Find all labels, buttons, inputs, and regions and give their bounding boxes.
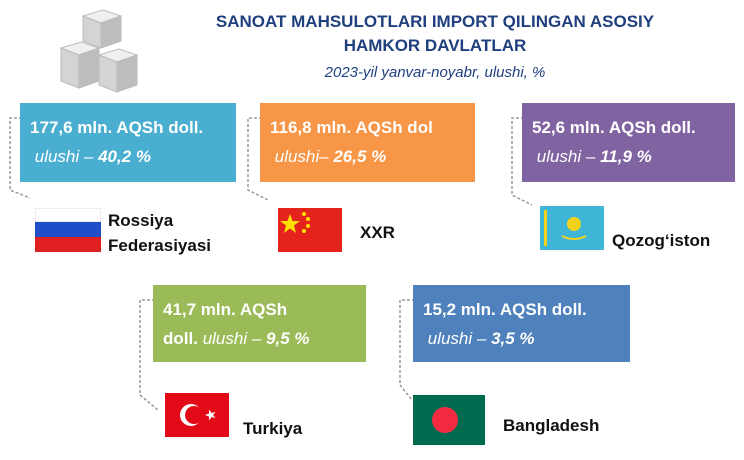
- country-line: XXR: [360, 223, 395, 242]
- connector: [511, 117, 533, 206]
- connector: [9, 117, 31, 199]
- country-name: Rossiya Federasiyasi: [108, 208, 211, 258]
- title: HAMKOR DAVLATLAR: [343, 36, 527, 55]
- flag-turkey: [165, 393, 229, 437]
- share-label: ulushi –: [202, 329, 262, 348]
- country-name: Qozog‘iston: [612, 228, 710, 253]
- value-box: 177,6 mln. AQSh doll. ulushi – 40,2 %: [20, 103, 236, 182]
- country-name: XXR: [360, 220, 395, 245]
- value-box: 52,6 mln. AQSh doll. ulushi – 11,9 %: [522, 103, 735, 182]
- amount: 116,8 mln. AQSh dol: [270, 118, 433, 137]
- value-box: 116,8 mln. AQSh dol ulushi– 26,5 %: [260, 103, 475, 182]
- share: 9,5 %: [266, 329, 310, 348]
- country-line: Rossiya: [108, 211, 174, 230]
- amount: 15,2 mln. AQSh doll.: [423, 300, 587, 319]
- share-label: ulushi –: [34, 147, 94, 166]
- amount: 41,7 mln. AQSh: [163, 300, 288, 319]
- connector: [399, 299, 415, 401]
- value-box: 15,2 mln. AQSh doll. ulushi – 3,5 %: [413, 285, 630, 362]
- connector: [247, 117, 269, 201]
- amount: doll.: [163, 329, 198, 348]
- country-name: Turkiya: [243, 416, 302, 441]
- subtitle: 2023-yil yanvar-noyabr, ulushi, %: [324, 64, 546, 81]
- country-line: Turkiya: [243, 419, 303, 438]
- value-box: 41,7 mln. AQSh doll. ulushi – 9,5 %: [153, 285, 366, 362]
- connector: [139, 299, 159, 411]
- share-label: ulushi –: [536, 147, 596, 166]
- flag-bangladesh: [413, 395, 485, 445]
- country-line: Qozog‘iston: [612, 231, 711, 250]
- share: 11,9 %: [600, 147, 652, 166]
- country-name: Bangladesh: [503, 413, 599, 438]
- cubes-icon: [59, 9, 139, 93]
- share: 3,5 %: [491, 329, 535, 348]
- share: 40,2 %: [98, 147, 152, 166]
- country-line: Federasiyasi: [108, 236, 212, 255]
- title: SANOAT MAHSULOTLARI IMPORT QILINGAN ASOS…: [215, 12, 655, 31]
- share-label: ulushi–: [274, 147, 329, 166]
- flag-kazakhstan: [540, 206, 604, 250]
- share: 26,5 %: [333, 147, 387, 166]
- flag-russia: [35, 208, 101, 252]
- share-label: ulushi –: [427, 329, 487, 348]
- amount: 177,6 mln. AQSh doll.: [30, 118, 204, 137]
- amount: 52,6 mln. AQSh doll.: [532, 118, 696, 137]
- flag-china: [278, 208, 342, 252]
- country-line: Bangladesh: [503, 416, 600, 435]
